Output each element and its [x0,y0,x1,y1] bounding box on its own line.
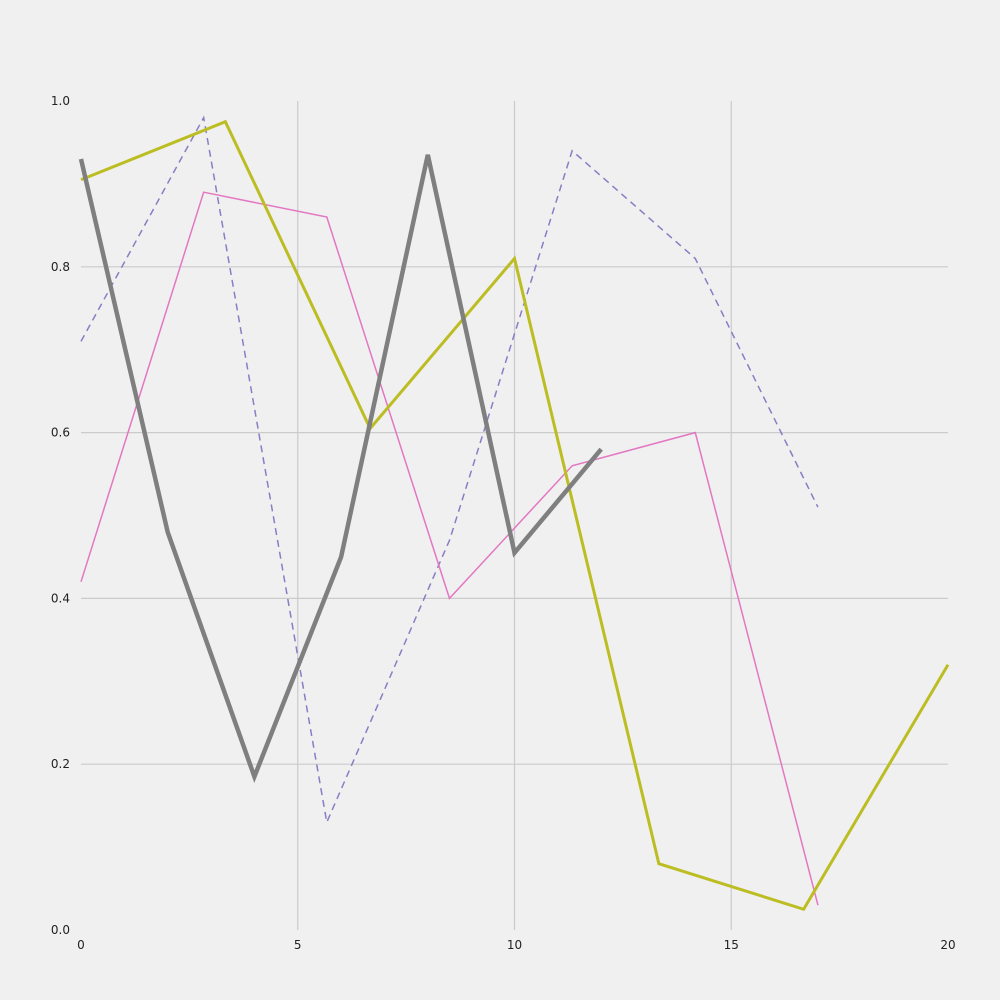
x-tick-label: 5 [294,938,302,952]
y-tick-label: 1.0 [51,94,70,108]
y-axis-tick-labels: 0.0 0.2 0.4 0.6 0.8 1.0 [51,94,70,937]
x-tick-label: 10 [507,938,522,952]
x-tick-label: 15 [724,938,739,952]
x-axis-tick-labels: 0 5 10 15 20 [77,938,955,952]
grid-layer [81,101,948,930]
series-line-1 [80,115,819,825]
x-tick-label: 20 [940,938,955,952]
y-tick-label: 0.6 [51,426,70,440]
series-line-4 [78,154,603,784]
y-tick-label: 0.2 [51,757,70,771]
series-layer [78,115,950,912]
series-line-3 [80,119,950,912]
y-tick-label: 0.4 [51,591,70,605]
y-tick-label: 0.8 [51,260,70,274]
series-line-2 [80,191,819,906]
x-tick-label: 0 [77,938,85,952]
y-tick-label: 0.0 [51,923,70,937]
